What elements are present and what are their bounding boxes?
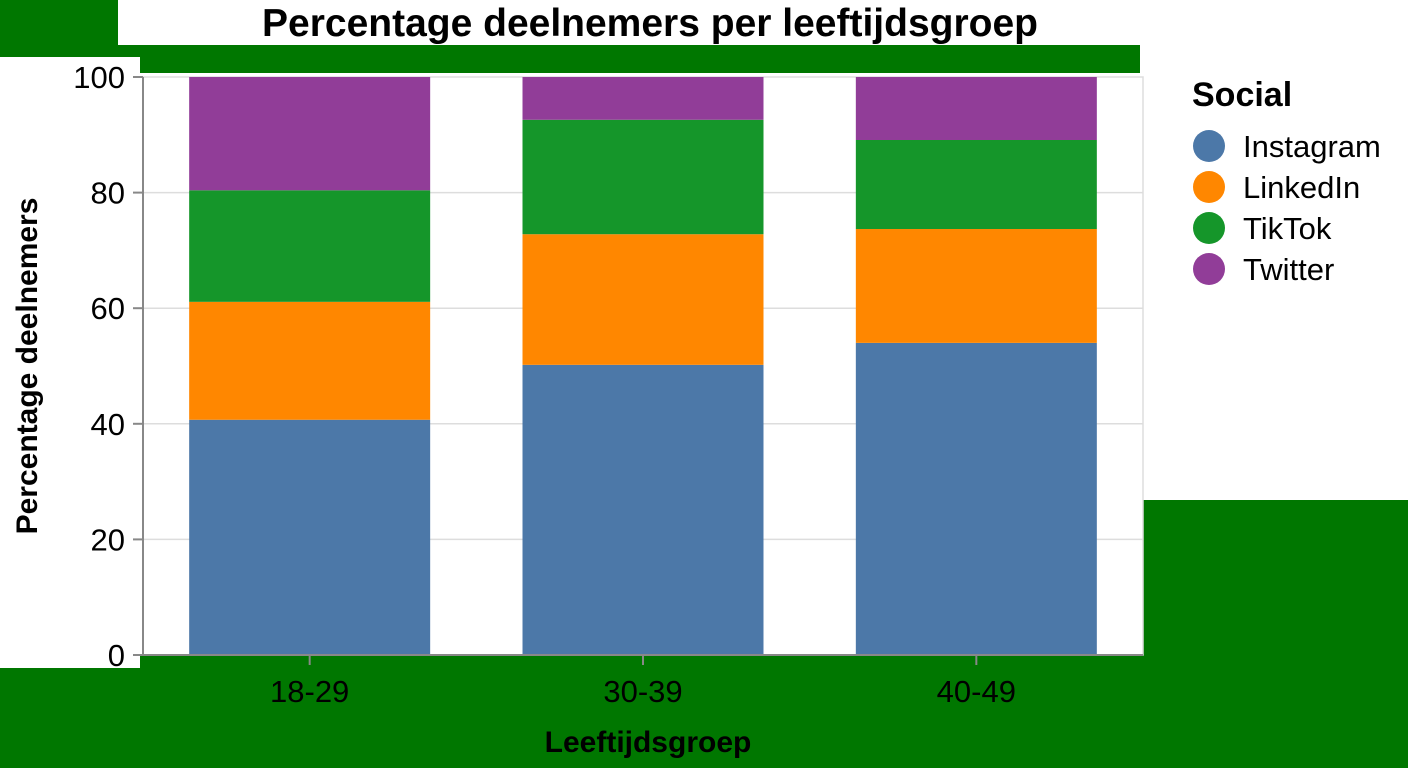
legend-label-linkedin: LinkedIn: [1243, 170, 1360, 205]
legend-swatch-twitter: [1193, 253, 1225, 285]
y-tick-label: 40: [91, 407, 125, 442]
bar-tiktok-18-29: [189, 190, 431, 302]
x-axis-title: Leeftijdsgroep: [545, 726, 752, 759]
bar-tiktok-30-39: [522, 119, 764, 235]
y-tick-label: 80: [91, 176, 125, 211]
bar-twitter-30-39: [522, 77, 764, 120]
y-tick-label: 20: [91, 522, 125, 557]
y-tick-label: 0: [108, 638, 125, 673]
green-panel-right: [1143, 500, 1408, 768]
axes: 0 20 40 60 80 100 18-29 30-39 40-49: [73, 60, 1143, 709]
x-tick-label: 18-29: [270, 674, 349, 709]
title-panel: [118, 0, 1140, 45]
legend-label-instagram: Instagram: [1243, 129, 1381, 164]
y-axis-title: Percentage deelnemers: [11, 198, 44, 535]
x-tick-label: 30-39: [603, 674, 682, 709]
bar-twitter-40-49: [855, 77, 1097, 141]
y-tick-label: 60: [91, 291, 125, 326]
legend-swatch-linkedin: [1193, 171, 1225, 203]
y-tick-label: 100: [73, 60, 125, 95]
legend-title: Social: [1192, 76, 1292, 114]
bar-instagram-30-39: [522, 364, 764, 655]
green-bar-under-title: [140, 45, 1140, 73]
x-tick-label: 40-49: [937, 674, 1016, 709]
x-axis-panel: [140, 656, 1143, 768]
chart-title: Percentage deelnemers per leeftijdsgroep: [262, 2, 1038, 45]
legend: Social Instagram LinkedIn TikTok Twitter: [1192, 76, 1381, 287]
legend-swatch-instagram: [1193, 130, 1225, 162]
bar-instagram-40-49: [855, 342, 1097, 655]
bars: [189, 77, 1097, 655]
bar-linkedin-30-39: [522, 234, 764, 365]
bar-instagram-18-29: [189, 419, 431, 655]
legend-label-tiktok: TikTok: [1243, 211, 1332, 246]
green-panel-top-left: [0, 0, 140, 57]
legend-swatch-tiktok: [1193, 212, 1225, 244]
legend-label-twitter: Twitter: [1243, 252, 1334, 287]
bar-linkedin-18-29: [189, 301, 431, 420]
bar-linkedin-40-49: [855, 229, 1097, 343]
bar-tiktok-40-49: [855, 140, 1097, 230]
bar-twitter-18-29: [189, 77, 431, 191]
